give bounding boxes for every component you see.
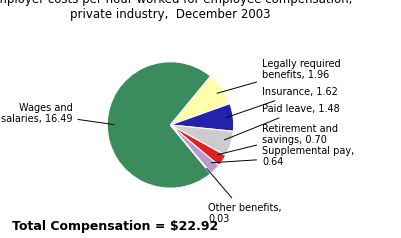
Wedge shape [170,125,233,156]
Wedge shape [170,125,219,174]
Wedge shape [170,125,226,166]
Text: Retirement and
savings, 0.70: Retirement and savings, 0.70 [217,124,338,155]
Text: Legally required
benefits, 1.96: Legally required benefits, 1.96 [217,59,341,93]
Wedge shape [170,104,234,131]
Text: Wages and
salaries, 16.49: Wages and salaries, 16.49 [1,103,114,124]
Title: Employer costs per hour worked for employee compensation,
private industry,  Dec: Employer costs per hour worked for emplo… [0,0,352,21]
Wedge shape [107,62,211,188]
Text: Supplemental pay,
0.64: Supplemental pay, 0.64 [211,146,354,167]
Text: Total Compensation = $22.92: Total Compensation = $22.92 [12,220,218,233]
Text: Paid leave, 1.48: Paid leave, 1.48 [224,104,340,140]
Wedge shape [170,125,211,174]
Text: Insurance, 1.62: Insurance, 1.62 [227,87,338,118]
Text: Other benefits,
0.03: Other benefits, 0.03 [207,168,282,224]
Wedge shape [170,76,230,125]
